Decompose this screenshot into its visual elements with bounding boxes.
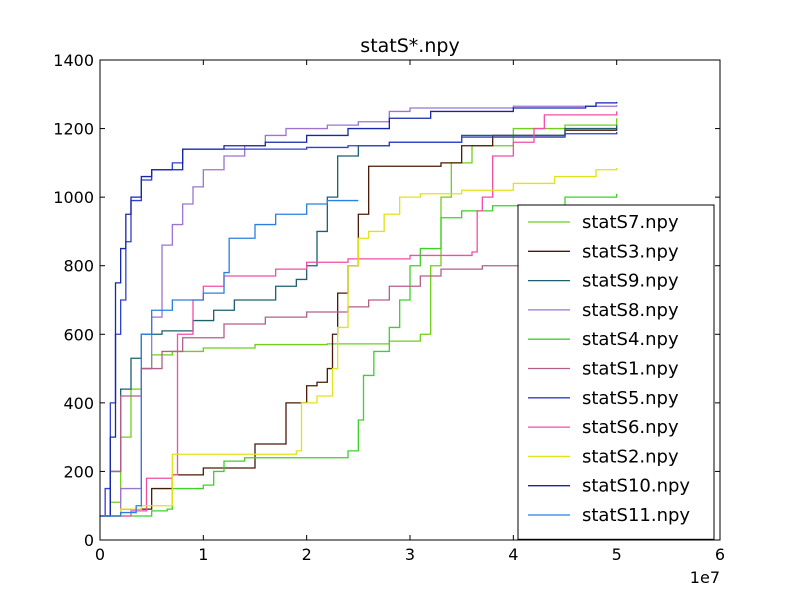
series-line-11 (100, 199, 359, 517)
x-tick-label: 5 (612, 545, 622, 564)
x-axis-multiplier: 1e7 (690, 568, 720, 587)
legend-label: statS10.npy (582, 476, 690, 497)
series-line-5 (100, 193, 618, 517)
legend-label: statS5.npy (582, 388, 679, 409)
y-tick-label: 1400 (53, 51, 94, 70)
series-line-2 (100, 126, 618, 517)
plot-area: 0 1 2 3 4 5 6 0 200 400 600 800 1000 1200 1400 statS7.n… (53, 51, 725, 564)
y-tick-label: 400 (63, 394, 94, 413)
x-tick-label: 1 (198, 545, 208, 564)
legend-label: statS6.npy (582, 417, 679, 438)
legend-label: statS1.npy (582, 359, 679, 380)
legend-box (517, 204, 715, 540)
y-tick-label: 600 (63, 325, 94, 344)
y-tick-label: 800 (63, 257, 94, 276)
legend-label: statS8.npy (582, 300, 679, 321)
y-tick-label: 1200 (53, 120, 94, 139)
y-tick-label: 1000 (53, 188, 94, 207)
x-tick-label: 6 (715, 545, 725, 564)
series-line-9 (100, 168, 618, 517)
x-tick-label: 3 (405, 545, 415, 564)
legend-label: statS11.npy (582, 505, 690, 526)
legend-label: statS3.npy (582, 241, 679, 262)
legend-label: statS9.npy (582, 271, 679, 292)
legend-label: statS4.npy (582, 329, 679, 350)
x-tick-label: 2 (302, 545, 312, 564)
legend-label: statS2.npy (582, 446, 679, 467)
x-tick-label: 4 (508, 545, 518, 564)
y-tick-label: 200 (63, 462, 94, 481)
legend-label: statS7.npy (582, 212, 679, 233)
legend: statS7.npy statS3.npy statS9.npy statS8.npy… (517, 204, 715, 540)
series-line-8 (100, 111, 618, 517)
series-line-10 (100, 101, 618, 517)
y-tick-label: 0 (84, 531, 94, 550)
chart-title: statS*.npy (360, 35, 459, 57)
x-tick-label: 0 (95, 545, 105, 564)
